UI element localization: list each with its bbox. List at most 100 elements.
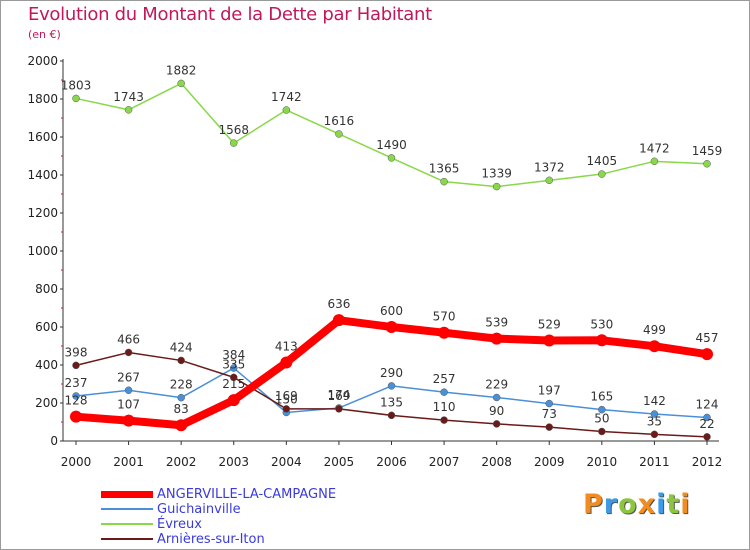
x-tick-label: 2006 (376, 455, 407, 469)
y-tick-label: 0 (50, 434, 58, 448)
y-tick-label: 1200 (27, 206, 58, 220)
legend-swatch-arnieres (101, 538, 153, 540)
data-point-angerville (332, 314, 345, 327)
legend-item-angerville: ANGERVILLE-LA-CAMPAGNE (101, 486, 336, 502)
legend-label-evreux: Évreux (157, 516, 202, 532)
data-point-arnieres (440, 416, 448, 424)
data-point-evreux (492, 182, 501, 191)
x-tick-label: 2001 (113, 455, 144, 469)
data-point-guichainville (230, 364, 238, 372)
x-tick-label: 2003 (218, 455, 249, 469)
series-line-evreux (75, 82, 708, 188)
brand-letter: P (583, 489, 604, 520)
data-point-arnieres (124, 348, 133, 357)
data-point-angerville (70, 410, 82, 423)
data-label-guichainville: 237 (65, 376, 88, 390)
data-label-evreux: 1743 (113, 90, 144, 104)
data-label-guichainville: 384 (222, 348, 245, 362)
data-label-angerville: 539 (485, 316, 508, 330)
data-label-angerville: 457 (696, 331, 719, 345)
x-tick-label: 2002 (166, 455, 197, 469)
y-tick-label: 800 (35, 282, 58, 296)
data-point-guichainville (545, 399, 553, 408)
data-label-guichainville: 124 (696, 397, 719, 411)
data-label-angerville: 499 (643, 323, 666, 337)
data-label-angerville: 107 (117, 398, 140, 412)
data-point-evreux (72, 94, 80, 103)
data-point-angerville (385, 321, 398, 333)
data-label-angerville: 636 (327, 297, 350, 311)
data-point-evreux (703, 160, 711, 168)
data-label-angerville: 413 (275, 340, 298, 354)
brand-letter: r (603, 489, 619, 520)
data-label-arnieres: 73 (542, 407, 557, 421)
data-point-guichainville (598, 405, 606, 414)
data-label-angerville: 128 (65, 394, 88, 408)
data-point-angerville (175, 419, 188, 432)
data-label-guichainville: 228 (170, 378, 193, 392)
y-tick-label: 2000 (27, 54, 58, 68)
legend-label-guichainville: Guichainville (157, 501, 241, 517)
data-label-evreux: 1882 (166, 63, 197, 77)
data-point-evreux (545, 176, 553, 185)
data-label-guichainville: 174 (327, 388, 350, 402)
data-point-arnieres (177, 356, 185, 365)
data-label-arnieres: 398 (65, 345, 88, 359)
legend-swatch-evreux (101, 523, 153, 525)
data-label-guichainville: 197 (538, 384, 561, 398)
data-point-guichainville (72, 392, 80, 400)
brand-letter: i (656, 489, 667, 520)
data-label-angerville: 530 (590, 317, 613, 331)
data-label-guichainville: 165 (590, 390, 613, 404)
x-tick-label: 2004 (271, 455, 302, 469)
data-point-arnieres (703, 433, 711, 441)
data-point-evreux (598, 170, 606, 178)
data-label-evreux: 1372 (534, 160, 565, 174)
data-point-guichainville (440, 388, 448, 396)
data-label-angerville: 215 (222, 377, 245, 391)
data-label-arnieres: 169 (327, 389, 350, 403)
data-point-arnieres (545, 423, 553, 431)
x-tick-label: 2008 (481, 455, 512, 469)
legend-label-arnieres: Arnières-sur-Iton (157, 531, 265, 547)
data-label-guichainville: 150 (275, 393, 298, 407)
brand-letter: o (618, 489, 638, 520)
data-point-evreux (177, 79, 185, 88)
x-tick-label: 2005 (324, 455, 355, 469)
legend-item-guichainville: Guichainville (101, 501, 241, 517)
data-label-evreux: 1490 (376, 138, 407, 152)
legend-label-angerville: ANGERVILLE-LA-CAMPAGNE (157, 486, 337, 502)
data-point-angerville (595, 334, 608, 347)
data-point-evreux (650, 157, 659, 166)
series-layer (70, 79, 713, 441)
data-label-guichainville: 257 (433, 372, 456, 386)
x-tick-label: 2009 (534, 455, 565, 469)
data-label-angerville: 600 (380, 304, 403, 318)
data-point-guichainville (492, 393, 501, 402)
data-point-angerville (701, 348, 713, 361)
data-label-evreux: 1339 (481, 167, 512, 181)
data-label-arnieres: 424 (170, 340, 193, 354)
data-point-angerville (438, 326, 451, 339)
chart-subtitle: (en €) (28, 28, 61, 41)
data-point-angerville (648, 340, 661, 353)
legend-swatch-guichainville (101, 508, 153, 510)
data-label-guichainville: 142 (643, 394, 666, 408)
y-tick-label: 1000 (27, 244, 58, 258)
data-label-arnieres: 22 (699, 417, 714, 431)
data-label-angerville: 570 (433, 310, 456, 324)
y-tick-label: 400 (35, 358, 58, 372)
data-point-arnieres (335, 405, 343, 413)
data-point-arnieres (598, 427, 606, 436)
y-tick-label: 600 (35, 320, 58, 334)
data-label-arnieres: 466 (117, 332, 140, 346)
data-point-angerville (280, 356, 293, 369)
data-label-evreux: 1459 (692, 144, 723, 158)
data-point-arnieres (282, 405, 291, 413)
x-tick-label: 2011 (639, 455, 670, 469)
data-label-guichainville: 229 (485, 377, 508, 391)
data-point-guichainville (703, 413, 711, 422)
legend-item-evreux: Évreux (101, 516, 202, 532)
